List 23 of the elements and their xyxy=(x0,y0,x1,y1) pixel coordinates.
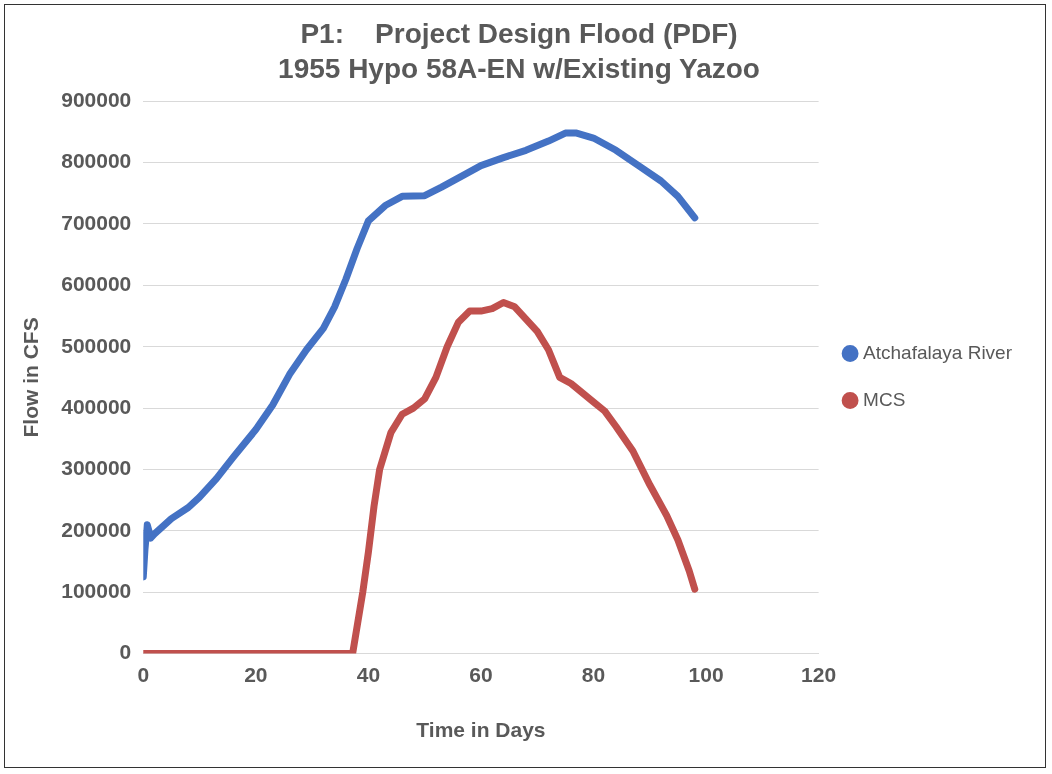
y-tick-label: 100000 xyxy=(61,579,132,603)
x-tick-label: 120 xyxy=(801,663,837,686)
legend-label: MCS xyxy=(863,388,906,410)
y-tick-label: 900000 xyxy=(61,88,132,111)
x-tick-label: 80 xyxy=(581,663,606,686)
x-tick-label: 60 xyxy=(469,663,493,686)
y-tick-label: 500000 xyxy=(61,333,132,357)
x-tick-label: 100 xyxy=(688,663,724,686)
y-tick-label: 400000 xyxy=(61,394,132,418)
x-tick-label: 40 xyxy=(356,663,381,686)
x-tick-label: 0 xyxy=(137,663,150,686)
chart-title: P1: Project Design Flood (PDF) xyxy=(300,17,738,49)
y-tick-label: 600000 xyxy=(61,272,132,296)
x-tick-label: 20 xyxy=(244,663,268,686)
y-tick-label: 200000 xyxy=(61,517,132,541)
y-tick-label: 300000 xyxy=(61,456,132,480)
legend-label: Atchafalaya River xyxy=(863,341,1013,363)
y-axis-title: Flow in CFS xyxy=(19,317,43,438)
y-tick-label: 800000 xyxy=(61,149,132,173)
y-tick-label: 700000 xyxy=(61,210,132,234)
y-tick-label: 0 xyxy=(119,640,132,664)
chart-subtitle: 1955 Hypo 58A-EN w/Existing Yazoo xyxy=(278,53,760,85)
x-axis-title: Time in Days xyxy=(416,718,546,742)
